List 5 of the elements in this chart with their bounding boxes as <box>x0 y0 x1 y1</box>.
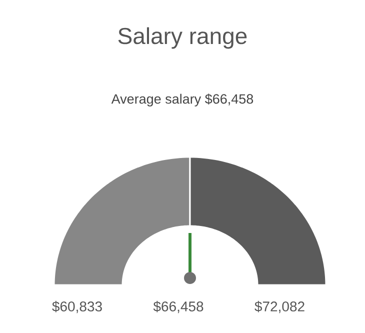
chart-title: Salary range <box>118 27 247 49</box>
text: $72,082 <box>254 300 304 314</box>
chart-subtitle: Average salary $66,458 <box>111 94 254 106</box>
text: $66,458 <box>153 300 204 314</box>
text: $60,833 <box>52 300 102 314</box>
